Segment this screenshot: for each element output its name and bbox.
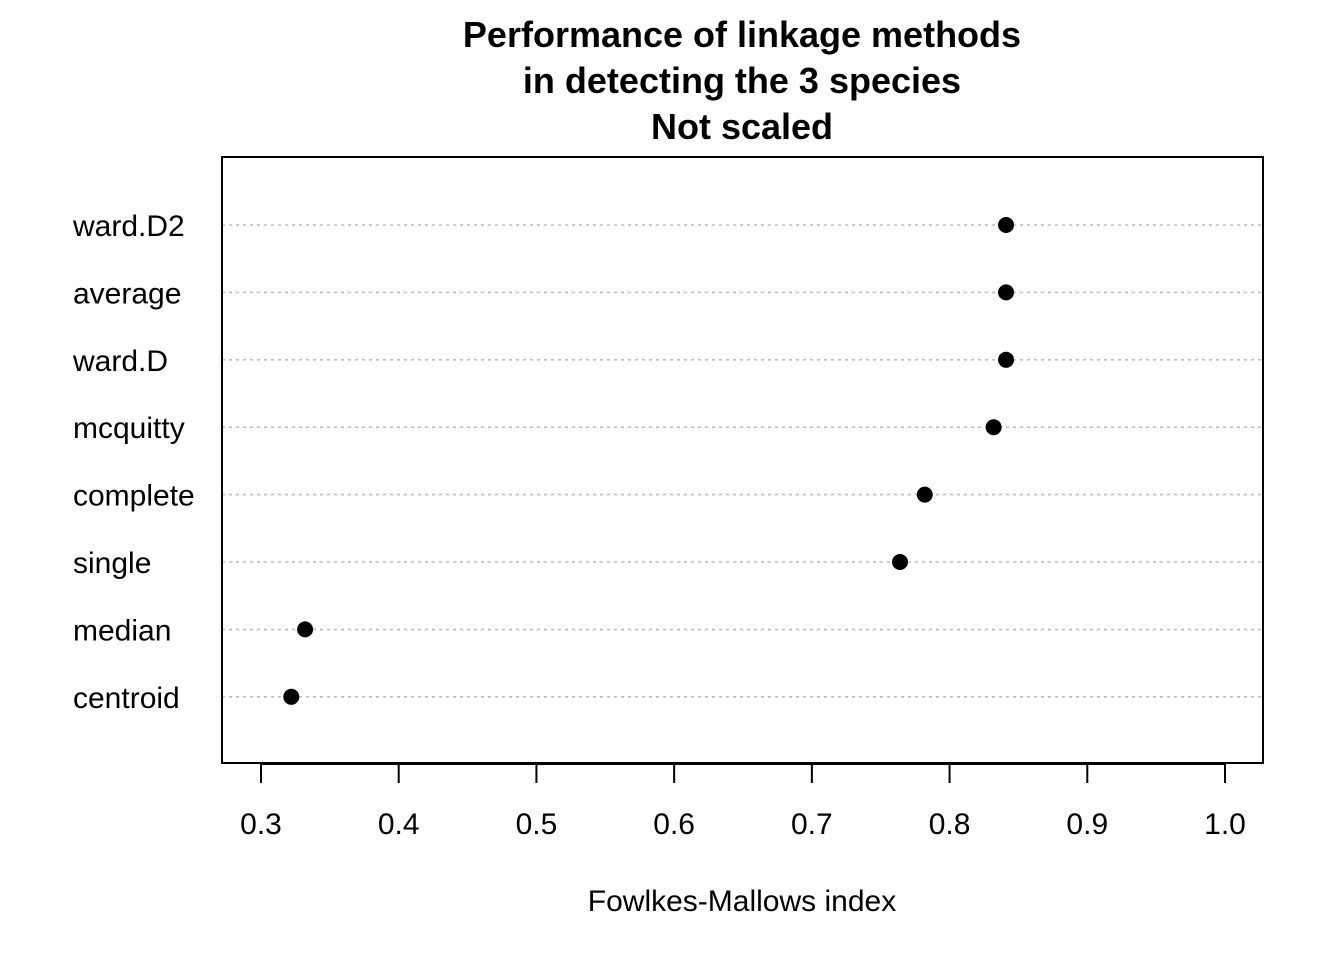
- data-point: [283, 688, 300, 705]
- category-label: complete: [73, 480, 195, 513]
- data-point: [998, 284, 1015, 301]
- x-axis-label: Fowlkes-Mallows index: [588, 885, 896, 918]
- guide-lines: [222, 224, 1263, 698]
- category-label: mcquitty: [73, 412, 185, 445]
- category-label: ward.D: [72, 345, 168, 378]
- chart-title-line-1: Performance of linkage methods: [463, 14, 1021, 55]
- data-point: [998, 351, 1015, 368]
- x-axis: 0.3 0.4 0.5 0.6 0.7 0.8 0.9 1.0: [240, 763, 1246, 841]
- data-point: [985, 419, 1002, 436]
- x-tick-label: 0.6: [653, 808, 695, 841]
- x-tick-label: 0.4: [378, 808, 420, 841]
- category-label: centroid: [73, 682, 180, 715]
- chart-title-line-2: in detecting the 3 species: [523, 60, 961, 101]
- category-labels: ward.D2 average ward.D mcquitty complete sing…: [72, 210, 195, 715]
- data-point: [297, 621, 314, 638]
- x-tick-label: 0.8: [929, 808, 971, 841]
- category-label: average: [73, 277, 181, 310]
- plot-frame: [221, 156, 1264, 764]
- x-tick-label: 0.7: [791, 808, 833, 841]
- x-tick-label: 1.0: [1204, 808, 1246, 841]
- x-tick-label: 0.9: [1066, 808, 1108, 841]
- category-label: ward.D2: [72, 210, 185, 243]
- category-label: single: [73, 547, 151, 580]
- data-point: [891, 554, 908, 570]
- chart-title-line-3: Not scaled: [651, 106, 833, 147]
- data-point: [998, 217, 1015, 233]
- category-label: median: [73, 614, 171, 647]
- x-tick-label: 0.3: [240, 808, 282, 841]
- data-points: [283, 217, 1015, 705]
- chart-title: Performance of linkage methods in detect…: [463, 14, 1021, 147]
- x-tick-label: 0.5: [516, 808, 558, 841]
- data-point: [916, 486, 933, 503]
